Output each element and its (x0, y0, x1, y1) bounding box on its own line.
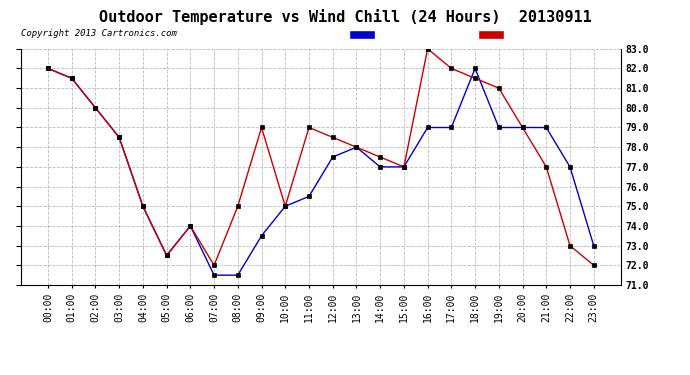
Text: Outdoor Temperature vs Wind Chill (24 Hours)  20130911: Outdoor Temperature vs Wind Chill (24 Ho… (99, 9, 591, 26)
Legend: Wind Chill  (°F), Temperature  (°F): Wind Chill (°F), Temperature (°F) (347, 28, 615, 42)
Text: Copyright 2013 Cartronics.com: Copyright 2013 Cartronics.com (21, 29, 177, 38)
